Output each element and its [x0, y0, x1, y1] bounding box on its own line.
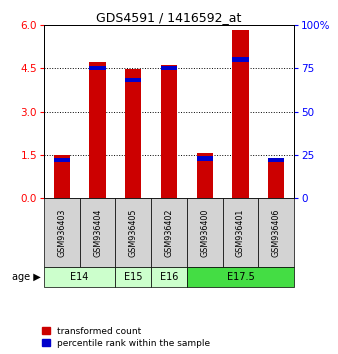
- Bar: [125, 78, 141, 82]
- Text: GSM936401: GSM936401: [236, 209, 245, 257]
- Bar: [268, 158, 284, 162]
- Bar: [54, 155, 70, 198]
- Bar: [233, 30, 248, 198]
- Bar: [90, 62, 105, 198]
- Bar: [233, 57, 248, 62]
- Bar: [161, 65, 177, 198]
- Text: GSM936402: GSM936402: [165, 209, 173, 257]
- Bar: [197, 153, 213, 198]
- Bar: [197, 156, 213, 160]
- Text: GSM936404: GSM936404: [93, 209, 102, 257]
- Bar: [268, 161, 284, 198]
- Bar: [90, 66, 105, 70]
- Title: GDS4591 / 1416592_at: GDS4591 / 1416592_at: [96, 11, 242, 24]
- Text: GSM936406: GSM936406: [272, 209, 281, 257]
- Text: E16: E16: [160, 272, 178, 282]
- Bar: [125, 69, 141, 198]
- Text: GSM936403: GSM936403: [57, 209, 66, 257]
- Text: age ▶: age ▶: [12, 272, 41, 282]
- Bar: [54, 158, 70, 162]
- Text: E15: E15: [124, 272, 143, 282]
- Bar: [161, 66, 177, 70]
- Legend: transformed count, percentile rank within the sample: transformed count, percentile rank withi…: [42, 327, 210, 348]
- Text: E14: E14: [71, 272, 89, 282]
- Text: GSM936400: GSM936400: [200, 209, 209, 257]
- Text: E17.5: E17.5: [226, 272, 254, 282]
- Text: GSM936405: GSM936405: [129, 209, 138, 257]
